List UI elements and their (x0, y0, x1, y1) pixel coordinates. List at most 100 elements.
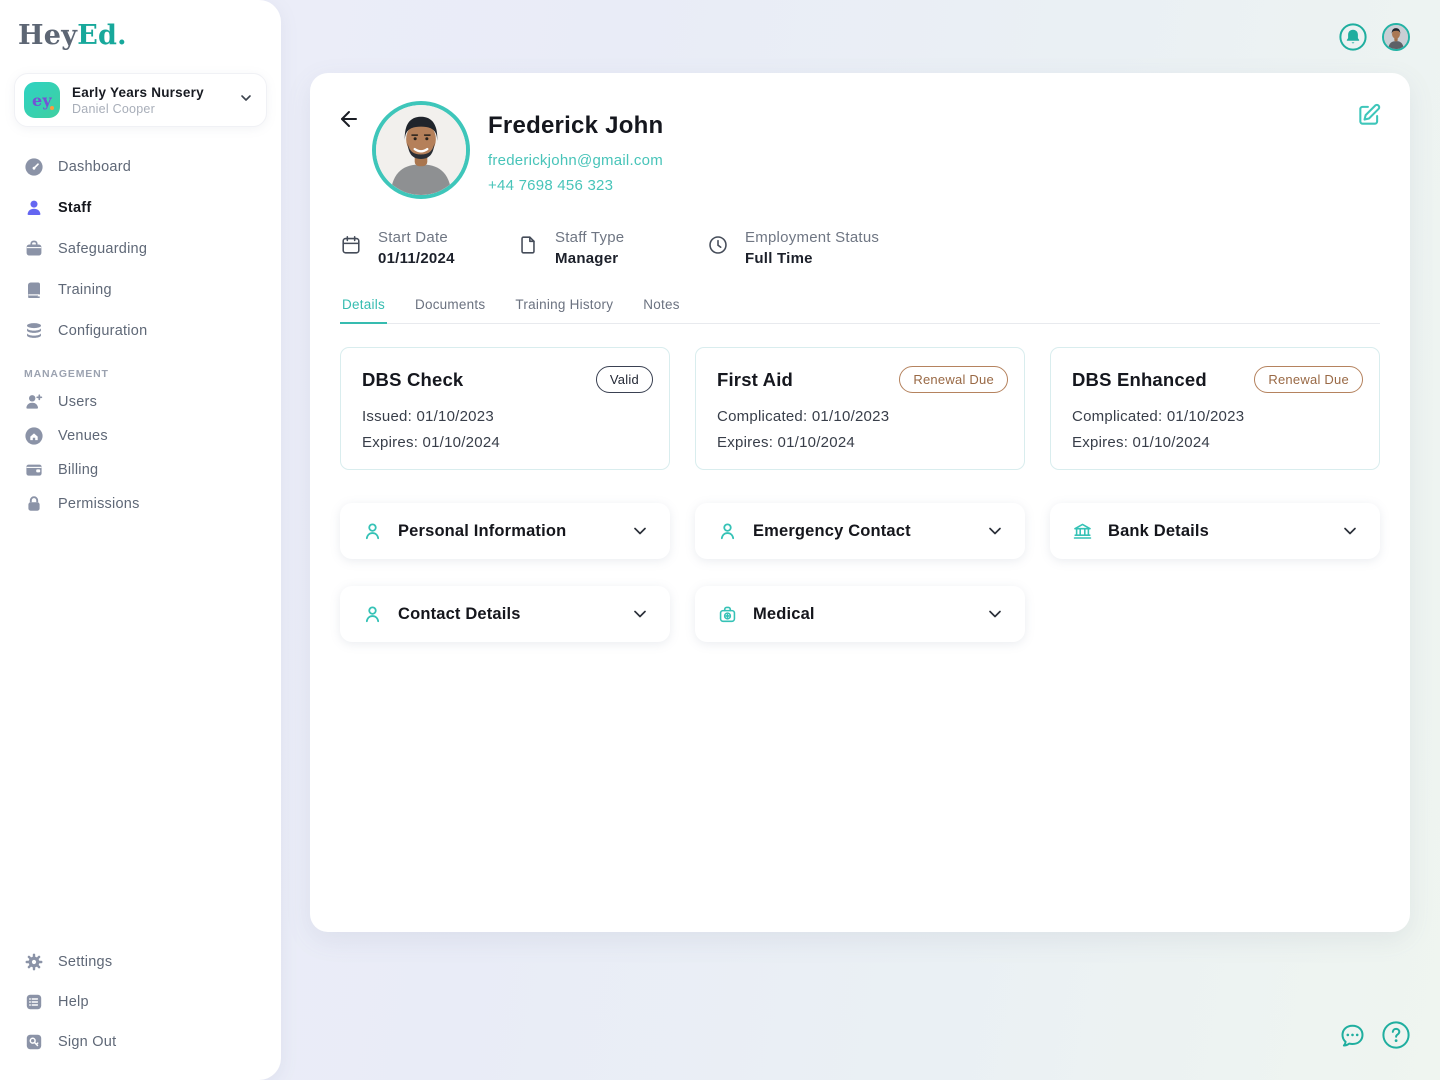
chat-bubble-icon[interactable] (1337, 1021, 1367, 1051)
meta-value: Manager (555, 250, 619, 267)
staff-email-link[interactable]: frederickjohn@gmail.com (488, 152, 663, 169)
edit-icon[interactable] (1356, 102, 1382, 128)
configuration-icon (24, 321, 44, 341)
status-badge: Renewal Due (1254, 366, 1363, 393)
tab-training-history[interactable]: Training History (515, 297, 614, 312)
gear-icon (24, 952, 44, 972)
meta-label: Employment Status (745, 229, 880, 246)
section-label: Bank Details (1108, 521, 1210, 540)
sidebar-item-label: Users (58, 394, 98, 410)
section-label: Contact Details (398, 604, 521, 623)
chevron-down-icon (630, 521, 650, 541)
profile-tabs: Details Documents Training History Notes (340, 297, 1380, 324)
sidebar-item-label: Billing (58, 462, 99, 478)
dashboard-icon (24, 157, 44, 177)
meta-label: Start Date (378, 229, 448, 246)
org-name: Early Years Nursery (72, 84, 204, 100)
staff-name: Frederick John (488, 112, 664, 139)
user-avatar[interactable] (1382, 23, 1410, 51)
status-badge: Renewal Due (899, 366, 1008, 393)
sidebar-item-users[interactable]: Users (14, 386, 267, 418)
sidebar-item-dashboard[interactable]: Dashboard (14, 149, 267, 185)
chevron-down-icon (985, 604, 1005, 624)
sidebar-item-configuration[interactable]: Configuration (14, 313, 267, 349)
management-section-label: MANAGEMENT (24, 368, 109, 380)
org-abbrev: ey (32, 90, 52, 110)
sidebar-item-sign-out[interactable]: Sign Out (14, 1024, 267, 1060)
section-label: Medical (753, 604, 815, 623)
document-icon (517, 234, 539, 269)
org-logo-icon: ey (24, 82, 60, 118)
section-medical[interactable]: Medical (695, 586, 1025, 642)
notification-bell-icon[interactable] (1339, 23, 1367, 51)
sidebar-item-safeguarding[interactable]: Safeguarding (14, 231, 267, 267)
staff-phone-link[interactable]: +44 7698 456 323 (488, 177, 614, 194)
status-badge: Valid (595, 366, 653, 393)
sidebar-item-help[interactable]: Help (14, 984, 267, 1020)
sidebar-item-staff[interactable]: Staff (14, 190, 267, 226)
section-bank-details[interactable]: Bank Details (1050, 503, 1380, 559)
home-icon (24, 426, 44, 446)
sidebar-item-billing[interactable]: Billing (14, 454, 267, 486)
sidebar: HeyEd. ey Early Years Nursery Daniel Coo… (0, 0, 281, 1080)
status-card-title: First Aid (717, 368, 794, 390)
sidebar-item-label: Settings (58, 954, 113, 970)
section-personal-information[interactable]: Personal Information (340, 503, 670, 559)
staff-icon (24, 198, 44, 218)
status-card-dbs-enhanced: DBS Enhanced Renewal Due Complicated: 01… (1050, 347, 1380, 470)
sidebar-nav-management: Users Venues Billing Permissions (14, 386, 267, 522)
status-line-complicated: Complicated: 01/10/2023 (1072, 408, 1245, 425)
person-icon (717, 521, 738, 542)
clock-icon (707, 234, 729, 269)
sidebar-nav-main: Dashboard Staff Safeguarding Training Co… (14, 149, 267, 354)
status-line-expires: Expires: 01/10/2024 (1072, 434, 1210, 451)
status-line-expires: Expires: 01/10/2024 (362, 434, 500, 451)
staff-photo (372, 101, 470, 199)
sidebar-item-permissions[interactable]: Permissions (14, 488, 267, 520)
org-text: Early Years Nursery Daniel Cooper (72, 85, 226, 116)
org-user: Daniel Cooper (72, 101, 156, 116)
tab-notes[interactable]: Notes (643, 297, 680, 312)
sidebar-item-label: Help (58, 994, 89, 1010)
floating-help-buttons (1337, 1021, 1410, 1051)
bank-icon (1072, 521, 1093, 542)
sidebar-item-label: Sign Out (58, 1034, 117, 1050)
topbar (1339, 23, 1410, 51)
sidebar-item-label: Staff (58, 200, 92, 216)
meta-value: Full Time (745, 250, 813, 267)
sidebar-item-venues[interactable]: Venues (14, 420, 267, 452)
medical-bag-icon (717, 604, 738, 625)
chevron-down-icon (630, 604, 650, 624)
sidebar-item-training[interactable]: Training (14, 272, 267, 308)
sidebar-item-label: Venues (58, 428, 108, 444)
sidebar-item-settings[interactable]: Settings (14, 944, 267, 980)
sidebar-item-label: Permissions (58, 496, 140, 512)
meta-value: 01/11/2024 (378, 250, 455, 267)
chevron-down-icon (985, 521, 1005, 541)
sidebar-nav-footer: Settings Help Sign Out (14, 944, 267, 1064)
tab-details[interactable]: Details (340, 297, 387, 324)
tab-documents[interactable]: Documents (414, 297, 486, 312)
meta-employment-status: Employment Status Full Time (707, 228, 879, 269)
back-arrow-icon[interactable] (337, 107, 361, 131)
sidebar-item-label: Safeguarding (58, 241, 148, 257)
logo-text-ed: Ed. (77, 20, 127, 51)
profile-info: Frederick John frederickjohn@gmail.com +… (488, 112, 663, 198)
status-cards: DBS Check Valid Issued: 01/10/2023 Expir… (340, 347, 1380, 470)
status-line-expires: Expires: 01/10/2024 (717, 434, 855, 451)
section-emergency-contact[interactable]: Emergency Contact (695, 503, 1025, 559)
question-help-icon[interactable] (1382, 1021, 1410, 1051)
person-icon (362, 521, 383, 542)
section-contact-details[interactable]: Contact Details (340, 586, 670, 642)
section-label: Emergency Contact (753, 521, 911, 540)
wallet-icon (24, 460, 44, 480)
sign-out-key-icon (24, 1032, 44, 1052)
org-selector[interactable]: ey Early Years Nursery Daniel Cooper (14, 73, 267, 127)
safeguarding-icon (24, 239, 44, 259)
app-logo: HeyEd. (14, 20, 267, 51)
status-line-issued: Issued: 01/10/2023 (362, 408, 494, 425)
detail-sections: Personal Information Emergency Contact B… (340, 503, 1380, 642)
help-list-icon (24, 992, 44, 1012)
status-card-first-aid: First Aid Renewal Due Complicated: 01/10… (695, 347, 1025, 470)
section-label: Personal Information (398, 521, 567, 540)
